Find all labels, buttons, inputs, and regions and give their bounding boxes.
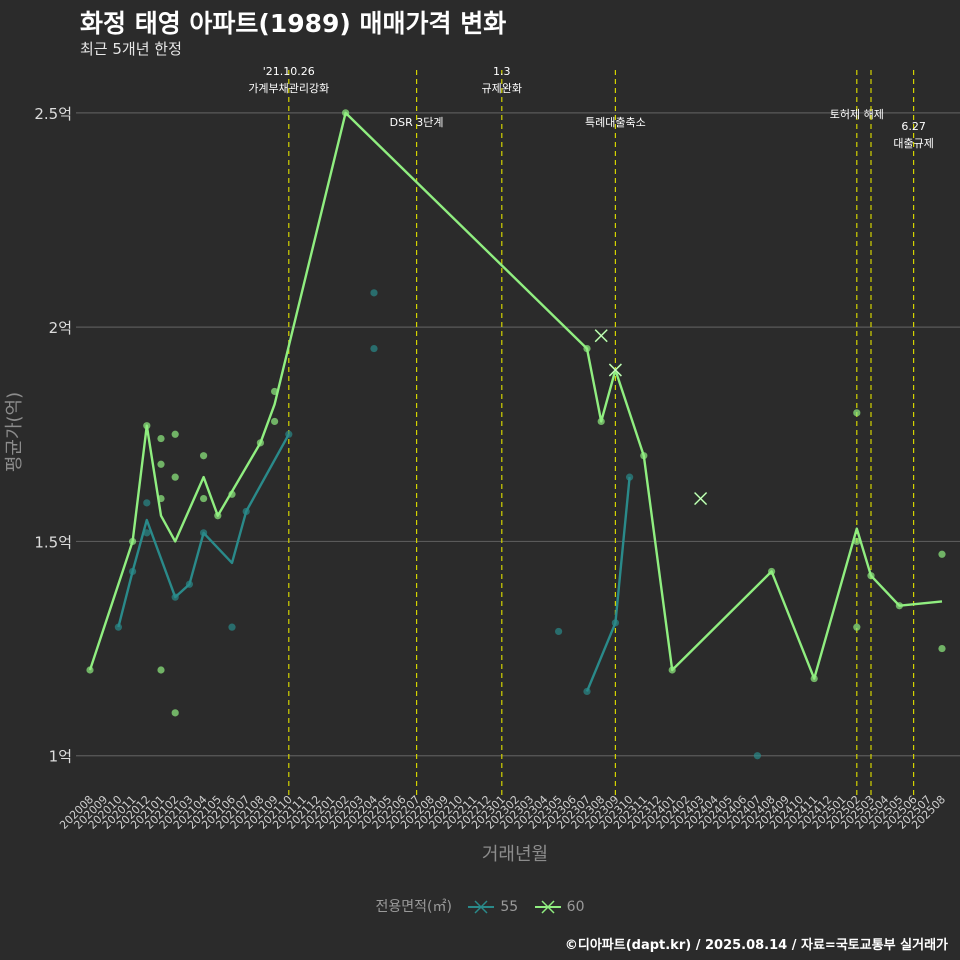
data-point-60 <box>200 494 208 503</box>
data-point-60 <box>342 109 350 117</box>
data-point-55 <box>611 619 620 627</box>
data-point-60 <box>938 644 946 653</box>
data-point-60 <box>171 473 179 481</box>
legend-key-60-icon <box>534 900 561 914</box>
data-point-60 <box>228 490 236 498</box>
data-point-60 <box>938 550 946 558</box>
data-point-60 <box>768 567 776 576</box>
data-point-60 <box>143 422 151 430</box>
data-point-55 <box>143 499 151 507</box>
data-point-55 <box>583 687 591 696</box>
data-point-55 <box>285 430 293 438</box>
legend-title: 전용면적(㎡) <box>375 899 452 915</box>
data-point-60 <box>271 417 279 426</box>
axis-tick-labels: 1억1.5억2억2.5억2020082020092020102020112020… <box>34 105 948 832</box>
data-point-60 <box>271 387 279 396</box>
data-point-60 <box>86 666 94 674</box>
data-point-55 <box>370 289 378 297</box>
event-label: DSR 3단계 <box>390 116 444 129</box>
data-point-55 <box>555 627 563 636</box>
data-point-55 <box>370 344 378 353</box>
event-label: 가계부채관리강화 <box>248 82 329 95</box>
cross-marker-60 <box>594 329 608 343</box>
cross-marker-60 <box>694 492 708 506</box>
data-point-55 <box>185 580 193 588</box>
y-axis-title: 평균가(억) <box>4 392 25 472</box>
y-tick-label: 2억 <box>49 319 72 337</box>
data-point-55 <box>171 593 179 601</box>
data-point-60 <box>867 572 875 580</box>
series-lines <box>88 111 943 692</box>
data-point-55 <box>626 473 634 481</box>
event-label: 1.3 <box>493 65 511 78</box>
data-point-60 <box>853 409 861 417</box>
cross-marker-60 <box>608 363 622 377</box>
data-point-55 <box>228 623 236 631</box>
series-line-55 <box>585 476 631 692</box>
event-label: 토허제 해제 <box>830 107 884 121</box>
y-tick-label: 1억 <box>49 748 72 766</box>
data-point-60 <box>129 537 137 546</box>
event-label: 규제완화 <box>482 82 522 95</box>
chart-subtitle: 최근 5개년 한정 <box>80 40 182 58</box>
data-point-55 <box>242 507 250 516</box>
x-axis-title: 거래년월 <box>482 844 548 865</box>
data-point-60 <box>853 623 861 631</box>
data-point-60 <box>810 674 818 683</box>
data-point-60 <box>214 512 222 520</box>
grid-lines <box>76 112 960 757</box>
legend-key-55-icon <box>468 900 495 914</box>
data-point-60 <box>668 666 676 674</box>
data-point-60 <box>256 439 264 447</box>
data-point-60 <box>157 434 165 443</box>
data-point-55 <box>143 529 151 537</box>
series-line-60 <box>88 111 943 680</box>
data-point-60 <box>200 452 208 460</box>
data-point-55 <box>114 623 122 631</box>
data-point-55 <box>200 529 208 537</box>
data-point-60 <box>895 602 904 610</box>
data-point-60 <box>157 666 165 674</box>
data-point-60 <box>171 430 179 438</box>
event-label: 특례대출축소 <box>585 116 646 129</box>
legend-item-60: 60 <box>533 899 585 915</box>
legend-label-55: 55 <box>500 899 519 915</box>
event-label: '21.10.26 <box>263 65 315 78</box>
data-points <box>86 109 946 760</box>
event-label: 6.27 <box>901 120 926 133</box>
y-tick-label: 1.5억 <box>34 533 72 551</box>
data-point-60 <box>157 494 165 503</box>
cross-highlight <box>594 329 608 342</box>
data-point-60 <box>583 344 591 353</box>
data-point-55 <box>129 567 137 576</box>
legend-label-60: 60 <box>566 899 585 915</box>
legend-item-55: 55 <box>466 899 518 915</box>
y-tick-label: 2.5억 <box>34 105 72 123</box>
data-point-60 <box>157 460 165 468</box>
data-point-55 <box>753 752 762 760</box>
source-caption: ©디아파트(dapt.kr) / 2025.08.14 / 자료=국토교통부 실… <box>564 938 948 953</box>
legend: 전용면적(㎡) 55 60 <box>0 896 960 916</box>
data-point-60 <box>853 537 861 546</box>
event-label: 대출규제 <box>893 137 933 150</box>
cross-highlight <box>609 363 622 377</box>
data-point-60 <box>597 417 605 426</box>
data-point-60 <box>640 452 648 460</box>
data-point-60 <box>171 709 179 717</box>
cross-highlight <box>694 492 707 505</box>
chart-title: 화정 태영 아파트(1989) 매매가격 변화 <box>80 9 507 38</box>
